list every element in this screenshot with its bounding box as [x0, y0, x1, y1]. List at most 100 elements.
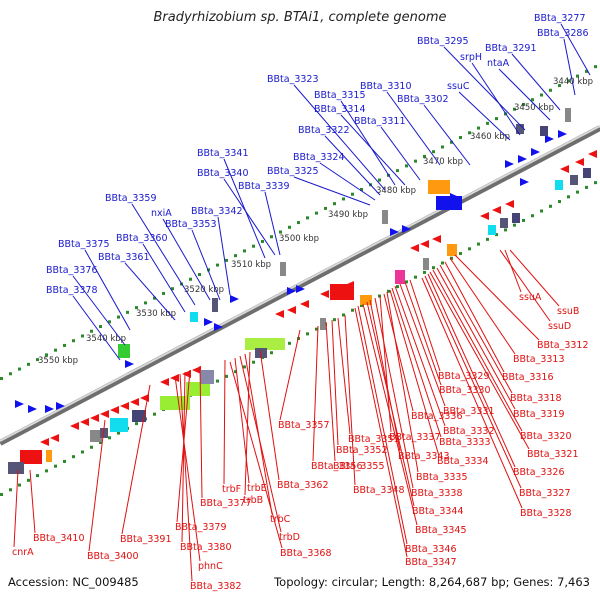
- track-dot: [351, 192, 354, 196]
- track-dot: [135, 306, 138, 310]
- track-dot: [279, 230, 282, 234]
- reverse-leader-line: [386, 291, 419, 473]
- accession-text: Accession: NC_009485: [8, 575, 139, 589]
- reverse-gene-arrow: [80, 418, 89, 426]
- reverse-leader-line: [421, 277, 523, 509]
- forward-leader-line: [498, 68, 551, 121]
- forward-leader-line: [217, 216, 231, 296]
- forward-gene-arrow: [287, 287, 296, 295]
- track-dot: [27, 478, 30, 482]
- track-dot: [477, 242, 480, 246]
- reverse-gene-arrow: [170, 374, 179, 382]
- track-dot: [585, 69, 588, 73]
- forward-gene-label: BBta_3291: [485, 43, 537, 54]
- reverse-gene-arrow: [182, 370, 191, 378]
- reverse-leader-line: [391, 287, 442, 438]
- reverse-leader-line: [449, 257, 516, 355]
- reverse-leader-line: [369, 299, 401, 452]
- reverse-leader-line: [509, 249, 560, 307]
- forward-leader-line: [293, 176, 371, 206]
- reverse-leader-line: [427, 273, 516, 468]
- track-dot: [117, 315, 120, 319]
- reverse-gene-label: BBta_3330: [439, 385, 491, 396]
- reverse-gene-arrow: [50, 434, 59, 442]
- reverse-gene-label: BBta_3316: [502, 372, 554, 383]
- track-dot: [243, 365, 246, 369]
- track-dot: [63, 343, 66, 347]
- reverse-leader-line: [362, 303, 418, 526]
- gene-block: [320, 318, 326, 330]
- forward-gene-label: BBta_3360: [116, 233, 168, 244]
- reverse-gene-label: BBta_3356: [311, 461, 363, 472]
- reverse-leader-line: [344, 314, 356, 486]
- forward-gene-label: BBta_3353: [165, 219, 217, 230]
- reverse-leader-line: [88, 419, 106, 552]
- track-dot: [315, 327, 318, 331]
- track-dot: [297, 221, 300, 225]
- forward-gene-label: BBta_3361: [98, 252, 150, 263]
- reverse-leader-line: [259, 349, 280, 481]
- gene-block: [570, 175, 578, 185]
- track-dot: [171, 287, 174, 291]
- reverse-leader-line: [13, 469, 19, 548]
- gene-block: [100, 428, 108, 438]
- forward-leader-line: [223, 158, 266, 259]
- reverse-gene-label: BBta_3352: [336, 445, 388, 456]
- reverse-gene-label: BBta_3320: [520, 431, 572, 442]
- forward-gene-arrow: [531, 148, 540, 156]
- track-dot: [162, 291, 165, 295]
- track-dot: [36, 474, 39, 478]
- reverse-gene-arrow: [192, 366, 201, 374]
- reverse-gene-arrow: [300, 300, 309, 308]
- track-dot: [153, 296, 156, 300]
- forward-leader-line: [142, 243, 186, 313]
- track-dot: [450, 140, 453, 144]
- track-dot: [342, 197, 345, 201]
- track-dot: [360, 188, 363, 191]
- reverse-gene-label: BBta_3312: [537, 340, 589, 351]
- track-dot: [441, 145, 444, 149]
- track-dot: [522, 102, 525, 106]
- forward-gene-arrow: [505, 160, 514, 168]
- forward-leader-line: [191, 229, 221, 301]
- forward-gene-label: BBta_3341: [197, 148, 249, 159]
- track-dot: [207, 268, 210, 272]
- track-dot: [423, 270, 426, 274]
- forward-leader-line: [72, 275, 126, 346]
- reverse-leader-line: [404, 281, 442, 386]
- track-dot: [252, 244, 255, 248]
- reverse-gene-arrow: [275, 310, 284, 318]
- track-dot: [225, 258, 228, 262]
- reverse-gene-label: BBta_3332: [443, 426, 495, 437]
- reverse-gene-label: BBta_3391: [120, 534, 172, 545]
- reverse-gene-label: BBta_3379: [175, 522, 227, 533]
- reverse-gene-label: BBta_3377: [200, 498, 252, 509]
- reverse-gene-arrow: [480, 212, 489, 220]
- kbp-tick-label: 3550 kbp: [38, 356, 78, 366]
- reverse-leader-line: [239, 355, 282, 533]
- forward-gene-label: BBta_3325: [267, 166, 319, 177]
- track-dot: [0, 493, 3, 496]
- forward-gene-label: BBta_3302: [397, 94, 449, 105]
- forward-gene-label: ntaA: [487, 58, 510, 69]
- forward-leader-line: [223, 178, 276, 256]
- track-dot: [45, 353, 48, 357]
- track-dot: [315, 211, 318, 215]
- gene-block: [132, 410, 146, 422]
- forward-leader-line: [386, 91, 441, 166]
- track-dot: [108, 436, 111, 440]
- reverse-leader-line: [504, 249, 522, 293]
- reverse-gene-arrow: [560, 165, 569, 173]
- track-dot: [477, 126, 480, 130]
- gene-block: [190, 312, 198, 322]
- forward-leader-line: [131, 203, 196, 306]
- track-dot: [234, 370, 237, 374]
- track-dot: [522, 218, 525, 222]
- kbp-tick-label: 3490 kbp: [328, 210, 368, 220]
- forward-leader-line: [443, 46, 526, 131]
- forward-gene-arrow: [45, 405, 54, 413]
- forward-gene-label: BBta_3339: [238, 181, 290, 192]
- reverse-gene-arrow: [432, 235, 441, 243]
- gene-block: [200, 370, 214, 384]
- track-dot: [72, 339, 75, 343]
